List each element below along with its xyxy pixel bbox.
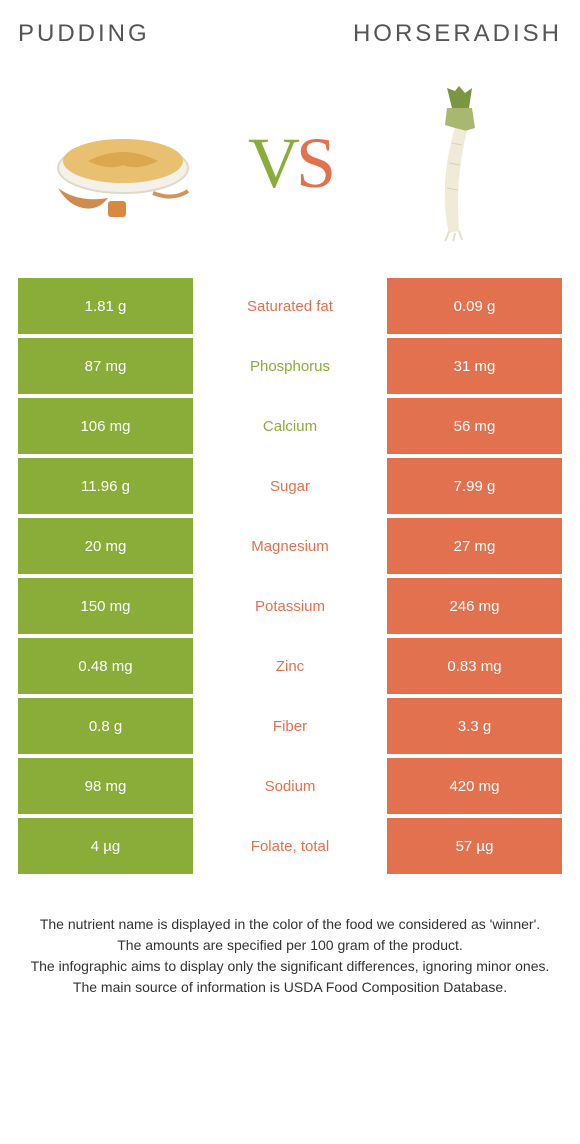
nutrient-row: 150 mgPotassium246 mg <box>18 578 562 634</box>
nutrient-row: 0.8 gFiber3.3 g <box>18 698 562 754</box>
food1-title: Pudding <box>18 20 150 48</box>
value-right: 7.99 g <box>387 458 562 514</box>
nutrient-label: Sodium <box>193 758 387 814</box>
value-right: 420 mg <box>387 758 562 814</box>
nutrient-row: 1.81 gSaturated fat0.09 g <box>18 278 562 334</box>
nutrient-label: Sugar <box>193 458 387 514</box>
value-left: 20 mg <box>18 518 193 574</box>
nutrient-label: Saturated fat <box>193 278 387 334</box>
footer-line-4: The main source of information is USDA F… <box>28 977 552 998</box>
value-left: 98 mg <box>18 758 193 814</box>
value-right: 31 mg <box>387 338 562 394</box>
food2-title: Horseradish <box>353 20 562 48</box>
value-left: 0.48 mg <box>18 638 193 694</box>
nutrient-row: 11.96 gSugar7.99 g <box>18 458 562 514</box>
horseradish-image <box>372 88 542 238</box>
value-left: 0.8 g <box>18 698 193 754</box>
nutrient-label: Phosphorus <box>193 338 387 394</box>
footer-line-1: The nutrient name is displayed in the co… <box>28 914 552 935</box>
nutrient-row: 0.48 mgZinc0.83 mg <box>18 638 562 694</box>
images-row: VS <box>18 78 562 248</box>
value-left: 1.81 g <box>18 278 193 334</box>
nutrient-row: 98 mgSodium420 mg <box>18 758 562 814</box>
footer-line-2: The amounts are specified per 100 gram o… <box>28 935 552 956</box>
value-left: 150 mg <box>18 578 193 634</box>
value-left: 87 mg <box>18 338 193 394</box>
nutrient-row: 20 mgMagnesium27 mg <box>18 518 562 574</box>
value-left: 106 mg <box>18 398 193 454</box>
vs-s: S <box>296 123 332 203</box>
value-right: 0.09 g <box>387 278 562 334</box>
nutrient-label: Fiber <box>193 698 387 754</box>
value-left: 11.96 g <box>18 458 193 514</box>
nutrient-row: 4 µgFolate, total57 µg <box>18 818 562 874</box>
vs-v: V <box>248 123 296 203</box>
value-left: 4 µg <box>18 818 193 874</box>
value-right: 56 mg <box>387 398 562 454</box>
value-right: 3.3 g <box>387 698 562 754</box>
nutrient-row: 87 mgPhosphorus31 mg <box>18 338 562 394</box>
value-right: 57 µg <box>387 818 562 874</box>
value-right: 27 mg <box>387 518 562 574</box>
nutrient-label: Folate, total <box>193 818 387 874</box>
nutrient-row: 106 mgCalcium56 mg <box>18 398 562 454</box>
header: Pudding Horseradish <box>18 20 562 48</box>
value-right: 246 mg <box>387 578 562 634</box>
value-right: 0.83 mg <box>387 638 562 694</box>
nutrient-label: Potassium <box>193 578 387 634</box>
nutrient-label: Calcium <box>193 398 387 454</box>
vs-label: VS <box>248 122 332 205</box>
footer-notes: The nutrient name is displayed in the co… <box>18 914 562 998</box>
pudding-image <box>38 88 208 238</box>
nutrient-table: 1.81 gSaturated fat0.09 g87 mgPhosphorus… <box>18 278 562 874</box>
nutrient-label: Zinc <box>193 638 387 694</box>
nutrient-label: Magnesium <box>193 518 387 574</box>
footer-line-3: The infographic aims to display only the… <box>28 956 552 977</box>
